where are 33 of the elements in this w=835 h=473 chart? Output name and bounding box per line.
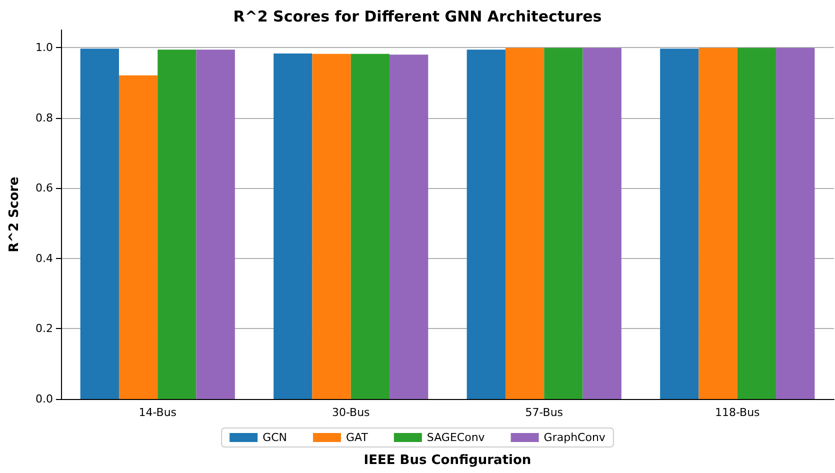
y-tick-label: 0.6 xyxy=(36,182,53,195)
x-axis-title: IEEE Bus Configuration xyxy=(364,453,532,468)
bar xyxy=(158,50,196,399)
y-tick-label: 1.0 xyxy=(36,41,53,54)
bar xyxy=(582,48,622,399)
bar xyxy=(274,54,312,399)
bar xyxy=(698,48,738,399)
bar xyxy=(737,48,776,399)
x-tick-label: 118-Bus xyxy=(714,406,760,419)
legend-label: GCN xyxy=(262,431,288,444)
x-tick-label: 14-Bus xyxy=(138,406,177,419)
x-tick-label: 57-Bus xyxy=(525,406,564,419)
chart-title: R^2 Scores for Different GNN Architectures xyxy=(233,8,602,26)
y-tick-label: 0.0 xyxy=(36,392,53,406)
x-tick-label: 30-Bus xyxy=(332,406,370,419)
legend-label: SAGEConv xyxy=(426,431,486,444)
legend-label: GAT xyxy=(346,431,368,444)
bar xyxy=(776,48,815,399)
y-tick-label: 0.2 xyxy=(36,322,53,336)
y-tick-label: 0.8 xyxy=(36,111,53,124)
legend-label: GraphConv xyxy=(544,431,606,444)
bar xyxy=(660,48,699,399)
y-axis-title: R^2 Score xyxy=(7,176,22,252)
bar xyxy=(80,48,119,399)
bar xyxy=(350,54,390,399)
bar xyxy=(312,54,351,399)
y-tick-label: 0.4 xyxy=(36,252,53,265)
bar xyxy=(544,48,583,399)
bar xyxy=(196,50,235,399)
bar xyxy=(505,48,544,399)
bar xyxy=(390,54,428,399)
bar xyxy=(118,75,158,399)
bar xyxy=(466,50,506,399)
